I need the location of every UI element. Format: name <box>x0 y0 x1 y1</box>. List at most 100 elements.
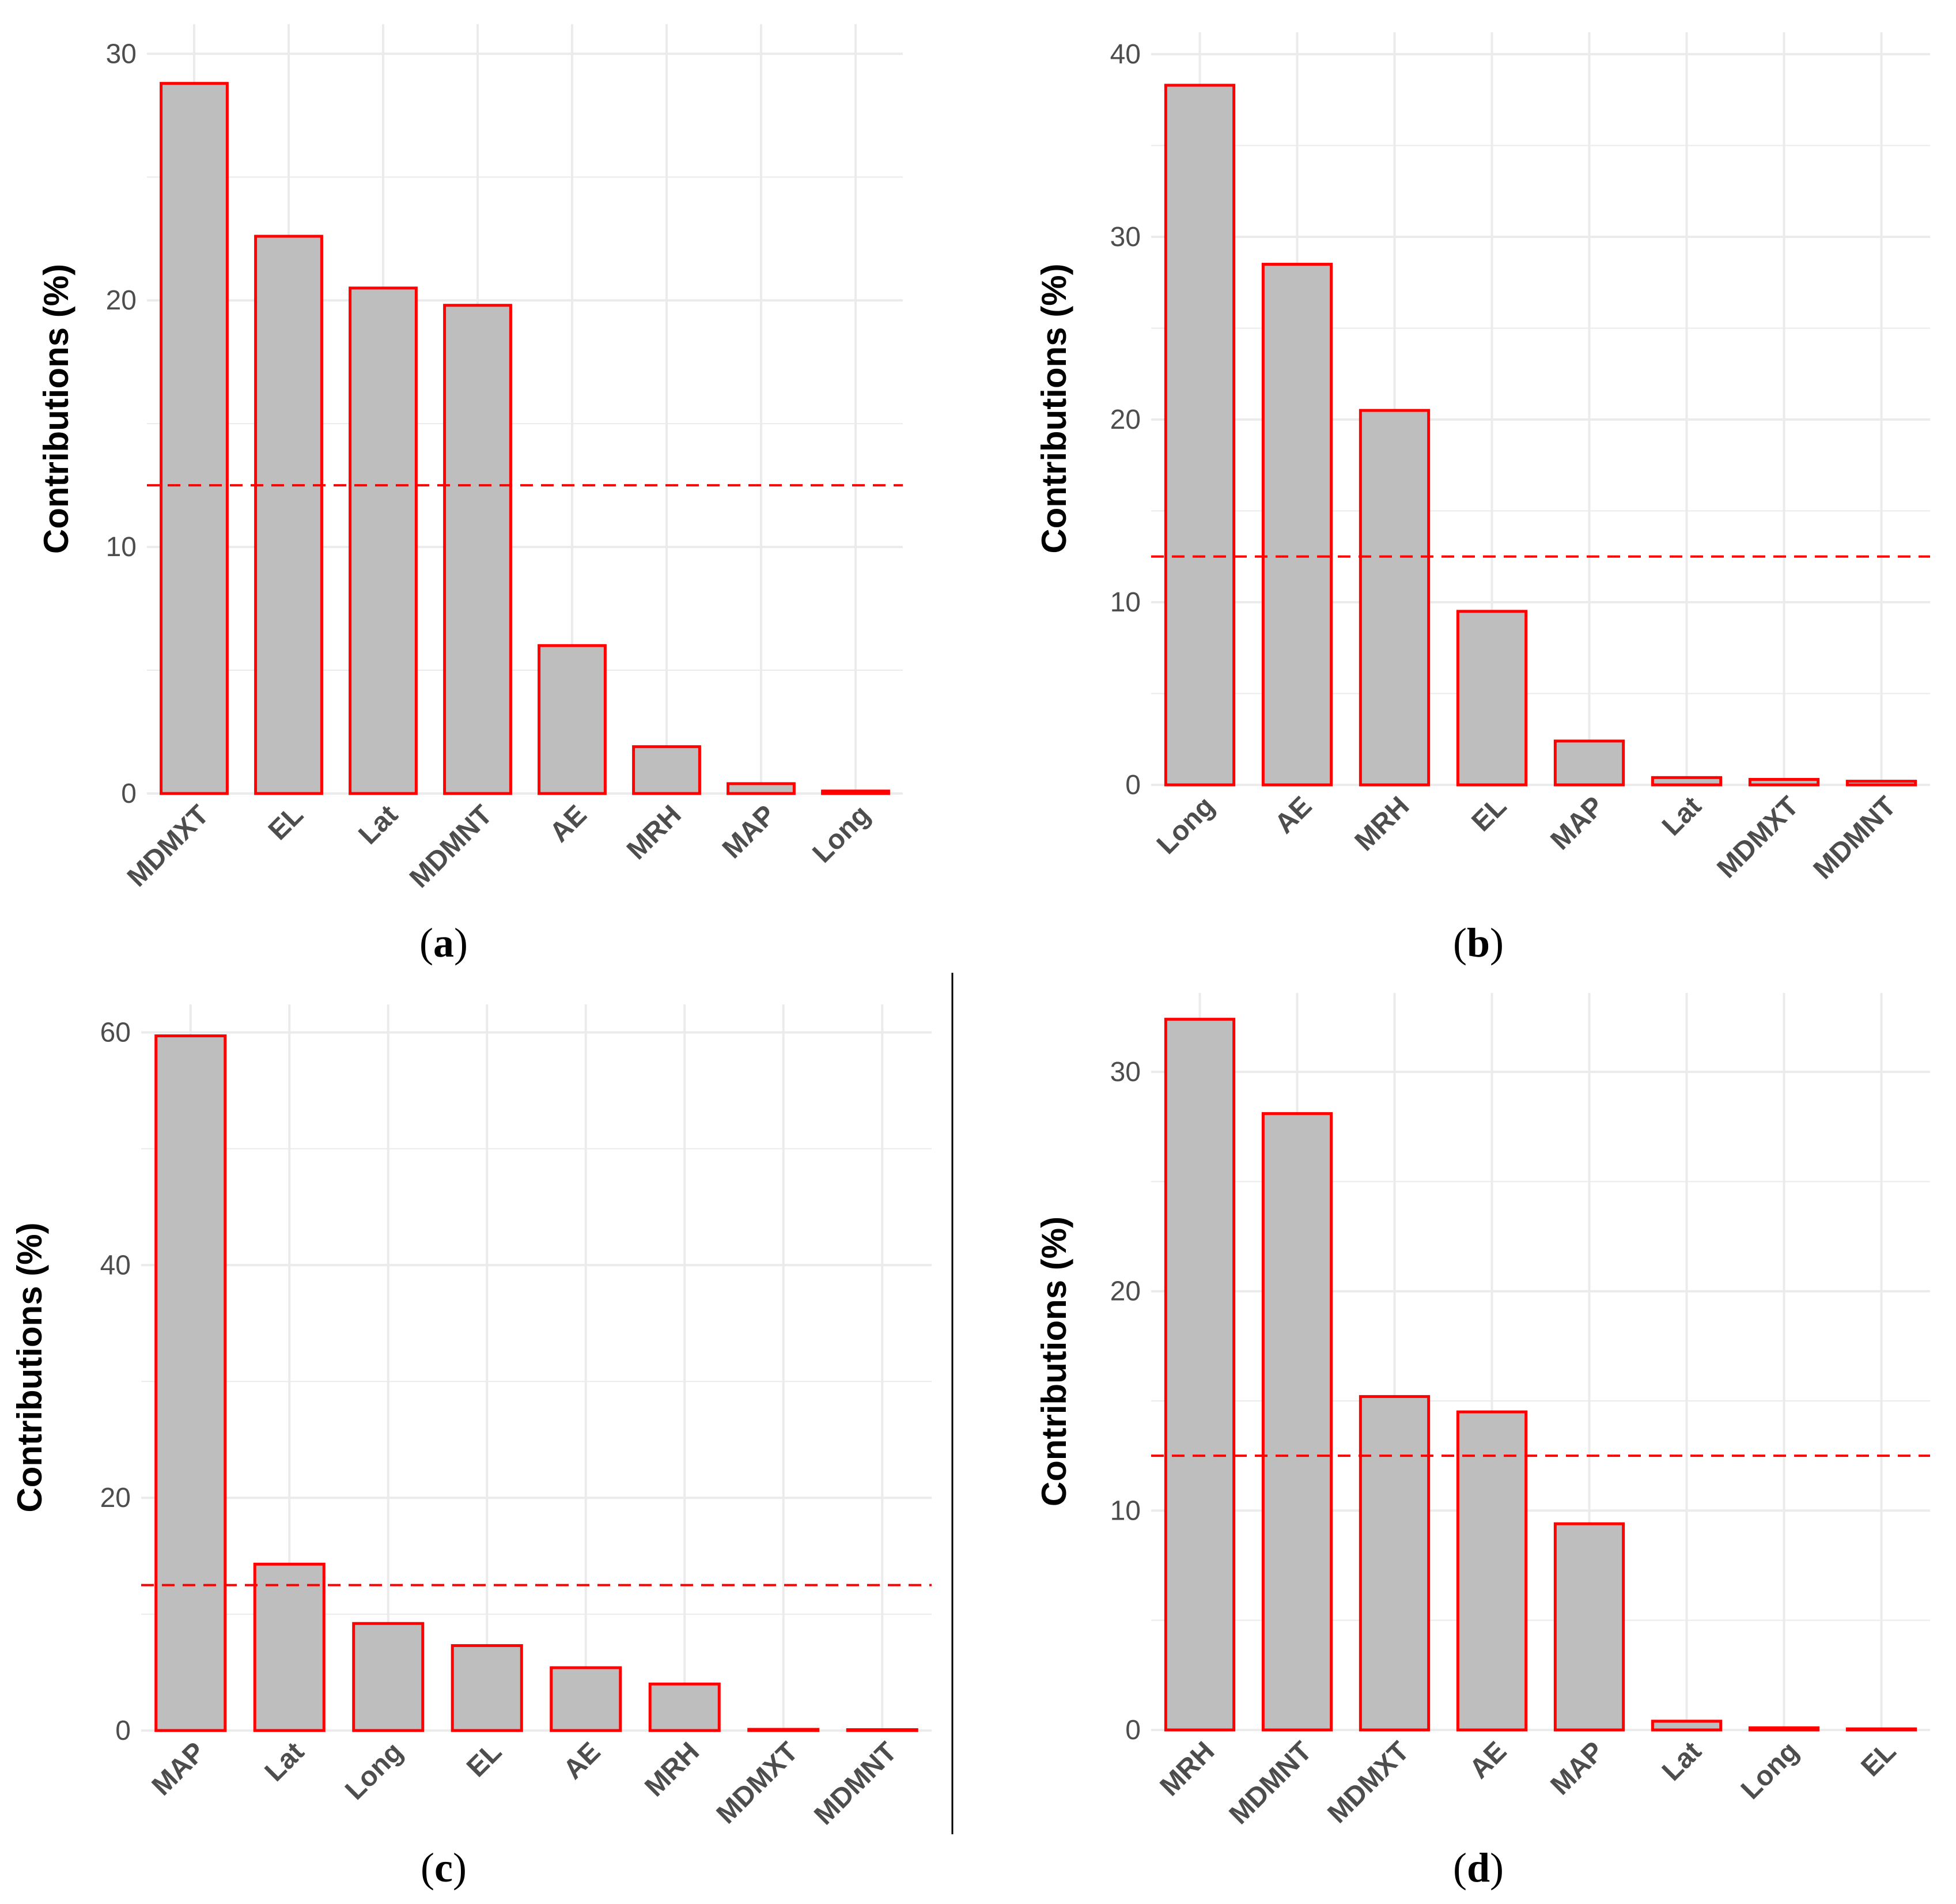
y-tick-label: 10 <box>1110 1495 1141 1526</box>
bar-Long <box>1748 1726 1820 1732</box>
panel-label-letter: b <box>1467 920 1490 966</box>
chart-panel-b: 0 10 20 30 40 Long AE MRH EL MAP Lat MDMXT MDMNT Cont… <box>1035 32 1930 966</box>
panel-label-letter: c <box>434 1845 453 1891</box>
panel-label-open-paren: ( <box>419 920 433 966</box>
x-tick-label: MAP <box>717 799 782 864</box>
bar-Lat <box>1651 1720 1723 1732</box>
x-tick-label: MDMXT <box>1322 1736 1415 1829</box>
y-axis-title: Contributions (%) <box>1035 1217 1073 1506</box>
x-tick-label: EL <box>461 1736 508 1783</box>
bar-MDMNT <box>1261 1112 1333 1732</box>
bar-Lat <box>349 286 418 795</box>
x-tick-label: MDMXT <box>122 799 215 893</box>
bar-Long <box>821 789 890 795</box>
panel-label-letter: a <box>433 920 454 966</box>
bar-MAP <box>727 782 796 795</box>
bar-EL <box>254 235 323 795</box>
bar-MDMXT <box>1359 1395 1431 1732</box>
panel-label-close-paren: ) <box>454 920 468 966</box>
panel-label: (b) <box>1453 920 1504 966</box>
panel-label-open-paren: ( <box>1453 920 1467 966</box>
y-axis-title: Contributions (%) <box>1035 263 1073 553</box>
y-tick-label: 0 <box>121 779 137 809</box>
x-tick-label: MRH <box>621 799 687 866</box>
bar-MRH <box>648 1682 721 1732</box>
bar-Long <box>352 1622 425 1732</box>
chart-panel-d: 0 10 20 30 MRH MDMNT MDMXT AE MAP Lat Long EL Contri… <box>1035 993 1930 1891</box>
bar-MDMXT <box>747 1728 820 1732</box>
bar-Lat <box>253 1562 326 1732</box>
bar-MRH <box>632 745 701 795</box>
y-tick-label: 20 <box>100 1483 131 1513</box>
y-tick-label: 0 <box>1125 770 1141 800</box>
x-tick-label: AE <box>1269 791 1318 840</box>
bar-EL <box>1845 1727 1917 1732</box>
x-tick-label: Long <box>1151 791 1220 860</box>
y-tick-label: 20 <box>106 285 137 316</box>
bar-MRH <box>1164 1018 1236 1732</box>
y-tick-label: 30 <box>1110 222 1141 252</box>
bar-MDMNT <box>846 1728 918 1732</box>
x-tick-label: MAP <box>1545 1736 1610 1801</box>
y-tick-label: 60 <box>100 1017 131 1048</box>
x-tick-label: MDMNT <box>1807 791 1902 885</box>
y-axis-title: Contributions (%) <box>37 264 75 554</box>
bar-AE <box>538 644 607 795</box>
panel-label-close-paren: ) <box>1490 1845 1504 1891</box>
bar-MDMNT <box>443 304 512 795</box>
x-tick-label: EL <box>263 799 309 846</box>
x-tick-label: Long <box>339 1736 408 1805</box>
x-tick-label: MAP <box>1545 791 1610 856</box>
x-tick-label: MRH <box>1349 791 1416 857</box>
x-tick-label: MDMNT <box>1223 1736 1318 1830</box>
y-tick-label: 0 <box>1125 1715 1141 1746</box>
chart-panel-a: 0 10 20 30 MDMXT EL Lat MDMNT AE MRH MAP Long Contri… <box>37 24 903 966</box>
y-tick-label: 40 <box>1110 39 1141 70</box>
y-tick-label: 30 <box>1110 1057 1141 1087</box>
bar-MDMNT <box>1845 780 1917 787</box>
x-tick-label: Lat <box>259 1736 310 1787</box>
x-tick-label: Long <box>807 799 876 868</box>
bar-EL <box>451 1644 523 1732</box>
x-tick-label: Lat <box>1656 791 1707 841</box>
x-tick-label: Lat <box>353 799 403 850</box>
x-tick-label: AE <box>544 799 593 848</box>
x-tick-label: MAP <box>146 1736 211 1801</box>
x-tick-label: AE <box>1464 1736 1513 1785</box>
bar-AE <box>550 1666 622 1732</box>
panel-label: (d) <box>1453 1845 1504 1891</box>
y-tick-label: 10 <box>1110 587 1141 618</box>
bar-MAP <box>1553 739 1625 787</box>
panel-label-letter: d <box>1467 1845 1490 1891</box>
panel-label: (a) <box>419 920 468 966</box>
bar-Long <box>1164 84 1236 787</box>
x-tick-label: MRH <box>1155 1736 1221 1802</box>
x-tick-label: AE <box>558 1736 607 1785</box>
bar-MDMXT <box>160 82 229 795</box>
x-tick-label: EL <box>1466 791 1512 837</box>
x-tick-label: MDMXT <box>711 1736 804 1830</box>
panel-label-close-paren: ) <box>1490 920 1504 966</box>
y-tick-label: 30 <box>106 39 137 69</box>
panel-label-open-paren: ( <box>1453 1845 1467 1891</box>
x-tick-label: Lat <box>1656 1736 1707 1786</box>
x-tick-label: MDMNT <box>404 799 498 894</box>
y-tick-label: 20 <box>1110 1276 1141 1307</box>
bar-MAP <box>1553 1522 1625 1732</box>
panel-label-open-paren: ( <box>421 1845 434 1891</box>
y-tick-label: 20 <box>1110 405 1141 435</box>
panel-label: (c) <box>421 1845 467 1891</box>
x-tick-label: MDMXT <box>1711 791 1804 884</box>
x-tick-label: MDMNT <box>808 1736 903 1831</box>
panel-label-close-paren: ) <box>453 1845 467 1891</box>
x-tick-label: EL <box>1855 1736 1902 1782</box>
bar-MDMXT <box>1748 777 1820 787</box>
bar-EL <box>1456 610 1528 787</box>
bar-AE <box>1261 263 1333 787</box>
y-axis-title: Contributions (%) <box>10 1222 49 1512</box>
y-tick-label: 0 <box>115 1716 131 1746</box>
bar-Lat <box>1651 776 1723 787</box>
y-tick-label: 10 <box>106 532 137 562</box>
bar-AE <box>1456 1410 1528 1732</box>
